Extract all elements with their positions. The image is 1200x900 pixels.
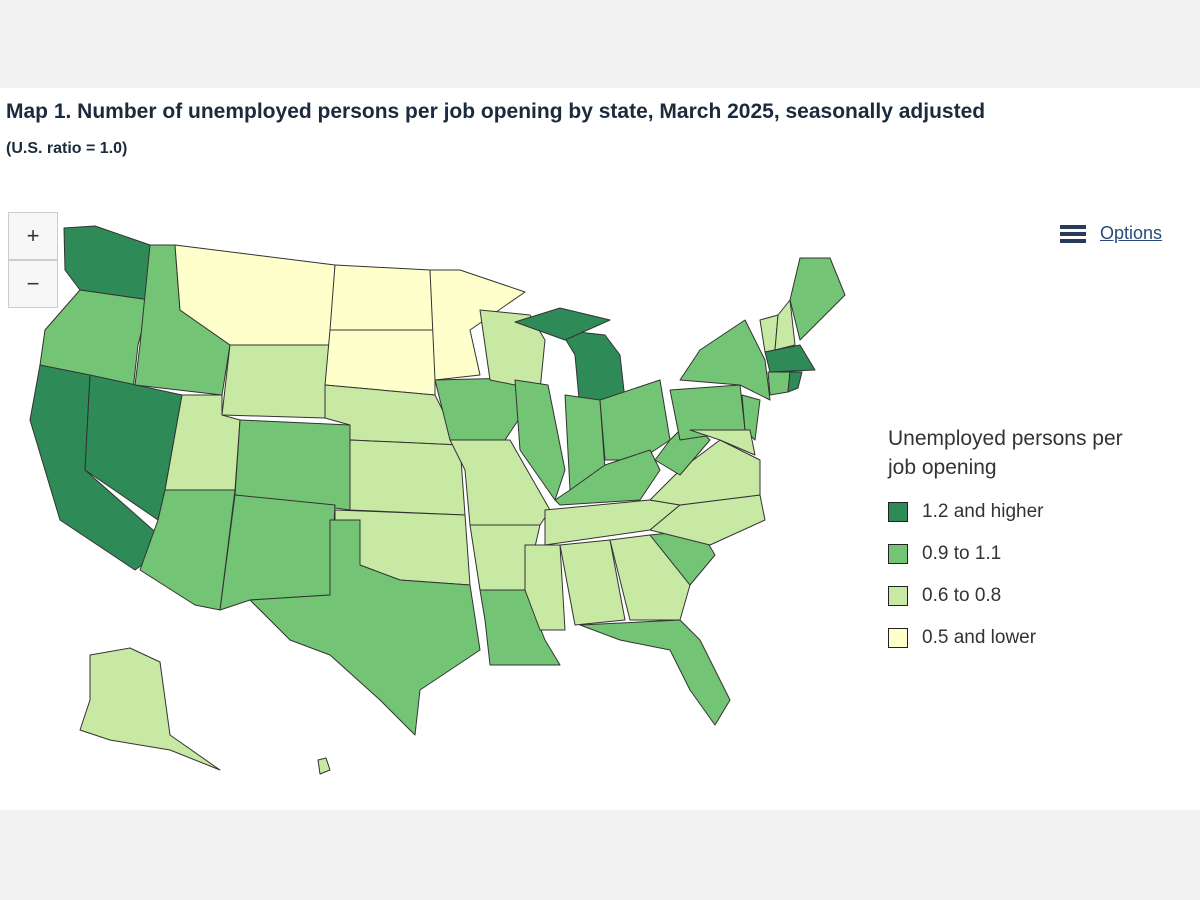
legend: Unemployed persons per job opening 1.2 a… [888, 424, 1148, 650]
state [514, 379, 566, 501]
legend-item[interactable]: 1.2 and higher [888, 500, 1148, 524]
state [219, 494, 336, 611]
subtitle: (U.S. ratio = 1.0) [6, 140, 128, 157]
options-button[interactable]: Options [1060, 222, 1162, 246]
legend-swatch [888, 628, 908, 648]
state [599, 379, 671, 461]
legend-label: 0.9 to 1.1 [922, 543, 1002, 564]
legend-items: 1.2 and higher 0.9 to 1.1 0.6 to 0.8 0.5 an… [888, 500, 1148, 650]
state [767, 371, 791, 396]
state [579, 619, 731, 726]
state [249, 519, 481, 736]
state [479, 309, 546, 391]
legend-item[interactable]: 0.6 to 0.8 [888, 584, 1148, 608]
state [789, 257, 846, 341]
legend-item[interactable]: 0.9 to 1.1 [888, 542, 1148, 566]
legend-swatch [888, 544, 908, 564]
state [649, 494, 766, 546]
map-panel: Map 1. Number of unemployed persons per … [0, 88, 1200, 810]
legend-title: Unemployed persons per job opening [888, 427, 1123, 479]
legend-item[interactable]: 0.5 and lower [888, 626, 1148, 650]
legend-label: 0.5 and lower [922, 627, 1037, 648]
state [524, 544, 566, 631]
state [329, 264, 436, 331]
title: Map 1. Number of unemployed persons per … [6, 100, 986, 123]
state [741, 394, 761, 441]
legend-swatch [888, 502, 908, 522]
state [79, 647, 221, 771]
state [63, 225, 151, 301]
legend-swatch [888, 586, 908, 606]
state [434, 377, 526, 441]
state [609, 534, 691, 621]
us-map [29, 225, 846, 775]
state [514, 307, 611, 341]
legend-label: 0.6 to 0.8 [922, 585, 1002, 606]
state [679, 319, 771, 401]
state [787, 371, 803, 393]
state [764, 344, 816, 373]
state [774, 299, 796, 351]
zoom-in[interactable]: + [8, 212, 58, 260]
state [221, 344, 331, 419]
state [324, 329, 436, 396]
states [29, 225, 846, 775]
zoom-out[interactable]: − [8, 260, 58, 308]
state [317, 757, 331, 775]
state [559, 539, 626, 626]
legend-label: 1.2 and higher [922, 501, 1044, 522]
state [689, 429, 756, 456]
state [349, 439, 466, 516]
options-label[interactable]: Options [1100, 222, 1163, 243]
